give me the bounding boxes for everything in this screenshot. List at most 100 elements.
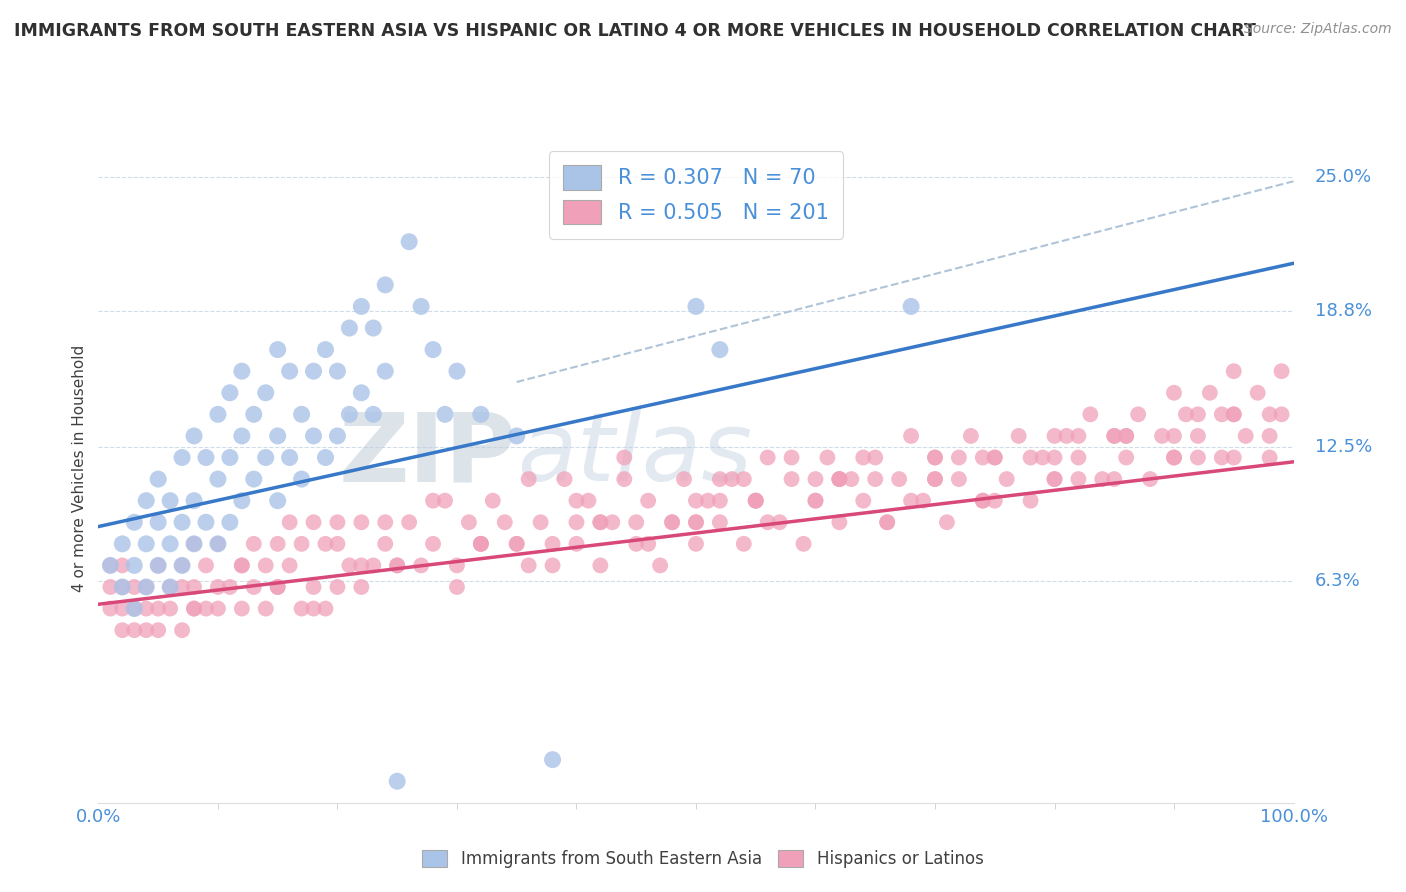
- Point: [828, 472, 851, 486]
- Point: [290, 601, 312, 615]
- Point: [768, 515, 790, 529]
- Point: [839, 472, 862, 486]
- Point: [254, 385, 277, 400]
- Point: [565, 493, 588, 508]
- Point: [506, 537, 529, 551]
- Point: [374, 515, 396, 529]
- Point: [446, 580, 468, 594]
- Point: [589, 515, 612, 529]
- Point: [194, 558, 217, 573]
- Point: [889, 472, 911, 486]
- Point: [326, 429, 349, 443]
- Point: [780, 472, 803, 486]
- Point: [231, 558, 253, 573]
- Point: [1163, 450, 1185, 465]
- Point: [433, 408, 456, 422]
- Point: [648, 558, 672, 573]
- Point: [207, 408, 229, 422]
- Point: [385, 558, 409, 573]
- Point: [148, 558, 170, 573]
- Point: [194, 515, 217, 529]
- Point: [1067, 472, 1090, 486]
- Point: [159, 537, 181, 551]
- Point: [1271, 408, 1294, 422]
- Point: [315, 601, 337, 615]
- Point: [290, 408, 312, 422]
- Point: [911, 493, 934, 508]
- Point: [995, 472, 1018, 486]
- Point: [350, 385, 373, 400]
- Point: [745, 493, 768, 508]
- Text: Source: ZipAtlas.com: Source: ZipAtlas.com: [1244, 22, 1392, 37]
- Point: [815, 450, 838, 465]
- Point: [363, 321, 385, 335]
- Point: [1258, 429, 1281, 443]
- Point: [673, 472, 696, 486]
- Point: [1019, 493, 1042, 508]
- Point: [207, 580, 229, 594]
- Point: [111, 537, 134, 551]
- Point: [983, 493, 1005, 508]
- Point: [231, 429, 253, 443]
- Point: [254, 558, 277, 573]
- Point: [661, 515, 683, 529]
- Point: [315, 537, 337, 551]
- Point: [148, 623, 170, 637]
- Point: [1128, 408, 1150, 422]
- Point: [326, 537, 349, 551]
- Point: [124, 601, 146, 615]
- Point: [470, 537, 492, 551]
- Point: [1102, 429, 1125, 443]
- Point: [1187, 450, 1209, 465]
- Point: [337, 408, 360, 422]
- Point: [935, 515, 957, 529]
- Point: [111, 558, 134, 573]
- Point: [1234, 429, 1257, 443]
- Point: [1271, 364, 1294, 378]
- Point: [458, 515, 481, 529]
- Point: [541, 753, 564, 767]
- Point: [172, 580, 194, 594]
- Point: [863, 450, 886, 465]
- Point: [697, 493, 720, 508]
- Point: [709, 515, 731, 529]
- Point: [135, 537, 157, 551]
- Point: [948, 472, 970, 486]
- Point: [326, 580, 349, 594]
- Point: [576, 493, 599, 508]
- Point: [422, 493, 444, 508]
- Point: [1115, 429, 1137, 443]
- Point: [290, 472, 312, 486]
- Point: [278, 364, 301, 378]
- Point: [517, 558, 540, 573]
- Point: [315, 343, 337, 357]
- Point: [637, 493, 659, 508]
- Point: [433, 493, 456, 508]
- Point: [709, 472, 731, 486]
- Point: [876, 515, 898, 529]
- Point: [828, 515, 851, 529]
- Point: [172, 623, 194, 637]
- Point: [637, 537, 659, 551]
- Point: [183, 601, 205, 615]
- Point: [290, 537, 312, 551]
- Y-axis label: 4 or more Vehicles in Household: 4 or more Vehicles in Household: [72, 344, 87, 592]
- Point: [924, 450, 946, 465]
- Point: [315, 450, 337, 465]
- Point: [745, 493, 768, 508]
- Point: [385, 105, 409, 120]
- Point: [1067, 450, 1090, 465]
- Point: [494, 515, 516, 529]
- Point: [254, 450, 277, 465]
- Point: [98, 580, 122, 594]
- Point: [363, 408, 385, 422]
- Point: [1163, 429, 1185, 443]
- Point: [1258, 450, 1281, 465]
- Point: [385, 558, 409, 573]
- Point: [194, 601, 217, 615]
- Point: [756, 450, 779, 465]
- Point: [422, 343, 444, 357]
- Point: [302, 429, 325, 443]
- Point: [900, 493, 922, 508]
- Point: [1258, 408, 1281, 422]
